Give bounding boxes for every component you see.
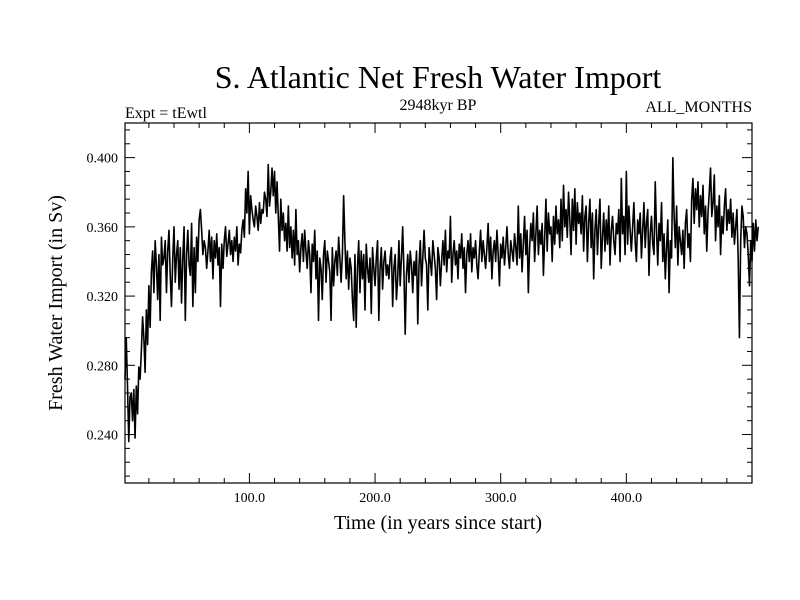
y-axis-label: Fresh Water Import (in Sv) bbox=[45, 195, 67, 411]
months-label: ALL_MONTHS bbox=[645, 99, 752, 116]
y-tick-label: 0.360 bbox=[87, 221, 119, 236]
y-tick-label: 0.400 bbox=[87, 152, 119, 167]
x-tick-label: 100.0 bbox=[234, 491, 266, 506]
chart-title: S. Atlantic Net Fresh Water Import bbox=[215, 59, 662, 95]
x-tick-label: 400.0 bbox=[611, 491, 643, 506]
y-tick-label: 0.320 bbox=[87, 290, 119, 305]
axis-ticks bbox=[125, 123, 752, 483]
x-axis-label: Time (in years since start) bbox=[334, 512, 542, 534]
plot-frame bbox=[124, 122, 753, 484]
axis-tick-labels: 100.0 200.0 300.0 400.0 0.240 0.280 0.320 0.360… bbox=[87, 152, 643, 506]
time-period-label: 2948kyr BP bbox=[400, 97, 477, 114]
x-tick-label: 300.0 bbox=[485, 491, 517, 506]
x-tick-label: 200.0 bbox=[359, 491, 391, 506]
y-tick-label: 0.240 bbox=[87, 429, 119, 444]
experiment-label: Expt = tEwtl bbox=[125, 105, 207, 122]
y-tick-label: 0.280 bbox=[87, 359, 119, 374]
series-line-fresh-water-import bbox=[124, 156, 760, 443]
